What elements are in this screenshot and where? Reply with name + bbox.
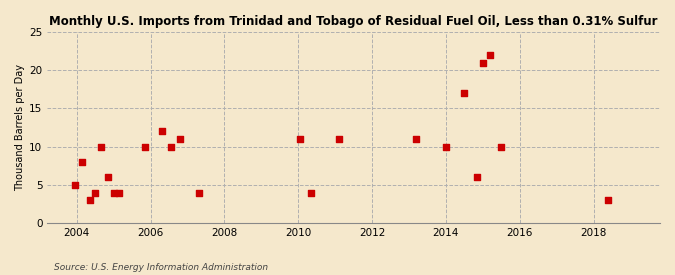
Point [193, 190, 204, 195]
Point [306, 190, 317, 195]
Point [295, 137, 306, 141]
Point [114, 190, 125, 195]
Point [84, 198, 95, 202]
Point [459, 91, 470, 95]
Point [157, 129, 167, 134]
Point [70, 183, 80, 187]
Point [108, 190, 119, 195]
Point [472, 175, 483, 180]
Point [95, 144, 106, 149]
Point [90, 190, 101, 195]
Point [175, 137, 186, 141]
Text: Source: U.S. Energy Information Administration: Source: U.S. Energy Information Administ… [54, 263, 268, 272]
Point [441, 144, 452, 149]
Point [333, 137, 344, 141]
Point [485, 53, 495, 57]
Point [496, 144, 507, 149]
Point [103, 175, 113, 180]
Point [411, 137, 422, 141]
Point [140, 144, 151, 149]
Title: Monthly U.S. Imports from Trinidad and Tobago of Residual Fuel Oil, Less than 0.: Monthly U.S. Imports from Trinidad and T… [49, 15, 658, 28]
Point [603, 198, 614, 202]
Point [165, 144, 176, 149]
Y-axis label: Thousand Barrels per Day: Thousand Barrels per Day [15, 64, 25, 191]
Point [477, 60, 488, 65]
Point [77, 160, 88, 164]
